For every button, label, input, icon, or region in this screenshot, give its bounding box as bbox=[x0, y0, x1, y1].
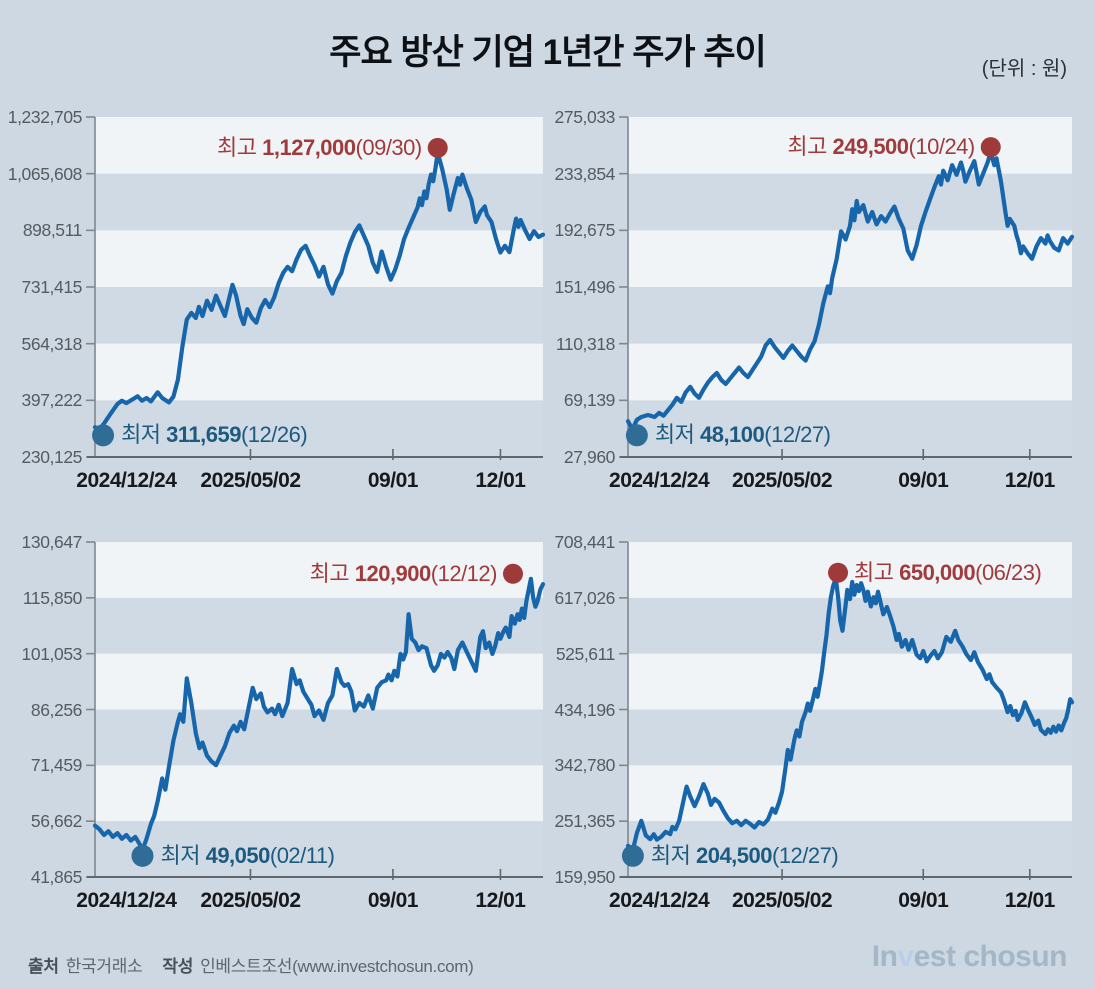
price-line-chart-1 bbox=[86, 116, 546, 460]
price-line-chart-2 bbox=[619, 116, 1075, 460]
x-axis-label: 09/01 bbox=[898, 469, 949, 492]
y-axis-label: 115,850 bbox=[22, 587, 83, 608]
y-axis-label: 69,139 bbox=[563, 390, 616, 411]
page-title: 주요 방산 기업 1년간 주가 추이 bbox=[329, 33, 767, 72]
x-axis-label: 2024/12/24 bbox=[609, 889, 710, 912]
y-axis-label: 708,441 bbox=[554, 532, 616, 552]
y-axis-label: 130,647 bbox=[21, 532, 83, 552]
min-price-annotation: 최저 204,500(12/27) bbox=[650, 842, 839, 868]
y-axis-label: 564,318 bbox=[21, 333, 83, 354]
logo-text: In bbox=[871, 940, 898, 973]
y-axis-label: 251,365 bbox=[554, 811, 616, 832]
y-axis-label: 151,496 bbox=[554, 277, 616, 297]
y-axis-label: 101,053 bbox=[21, 643, 83, 664]
source-value: 한국거래소 bbox=[65, 957, 143, 976]
y-axis-label: 898,511 bbox=[22, 220, 83, 241]
x-axis-label: 2025/05/02 bbox=[200, 469, 301, 492]
y-axis-label: 1,065,608 bbox=[7, 163, 83, 184]
y-axis-label: 41,865 bbox=[30, 867, 83, 887]
y-axis-label: 192,675 bbox=[554, 220, 616, 241]
max-price-dot bbox=[427, 137, 448, 158]
footer-credits: 출처 한국거래소 작성 인베스트조선(www.investchosun.com) bbox=[28, 952, 474, 977]
min-price-annotation: 최저 311,659(12/26) bbox=[121, 422, 308, 448]
y-axis-label: 1,232,705 bbox=[7, 107, 83, 127]
min-price-annotation: 최저 48,100(12/27) bbox=[654, 422, 831, 448]
author-value: 인베스트조선(www.investchosun.com) bbox=[200, 957, 474, 976]
invest-chosun-logo: Invest chosun bbox=[871, 940, 1068, 974]
min-price-dot bbox=[625, 424, 648, 447]
min-price-dot bbox=[621, 844, 644, 867]
y-axis-label: 434,196 bbox=[554, 699, 616, 720]
y-axis-label: 525,611 bbox=[555, 643, 616, 664]
y-axis-label: 397,222 bbox=[21, 390, 83, 411]
price-line-chart-3 bbox=[86, 541, 546, 880]
max-price-annotation: 최고 1,127,000(09/30) bbox=[217, 134, 422, 160]
y-axis-label: 731,415 bbox=[21, 277, 83, 297]
y-axis-label: 86,256 bbox=[30, 699, 83, 720]
max-price-dot bbox=[502, 563, 523, 584]
x-axis-label: 2025/05/02 bbox=[200, 889, 301, 912]
min-price-dot bbox=[131, 844, 154, 867]
price-line-chart-4 bbox=[619, 541, 1075, 880]
y-axis-label: 275,033 bbox=[554, 107, 616, 127]
x-axis-label: 2024/12/24 bbox=[76, 889, 177, 912]
unit-label: (단위 : 원) bbox=[981, 58, 1067, 80]
y-axis-label: 233,854 bbox=[554, 163, 616, 184]
max-price-annotation: 최고 249,500(10/24) bbox=[787, 134, 975, 160]
min-price-dot bbox=[92, 424, 115, 447]
y-axis-label: 110,318 bbox=[555, 333, 616, 354]
x-axis-label: 09/01 bbox=[367, 469, 419, 492]
y-axis-label: 342,780 bbox=[554, 755, 616, 776]
y-axis-label: 71,459 bbox=[30, 755, 83, 776]
x-axis-label: 09/01 bbox=[898, 889, 949, 912]
x-axis-label: 12/01 bbox=[1004, 889, 1056, 912]
source-label: 출처 bbox=[28, 957, 59, 976]
x-axis-label: 12/01 bbox=[475, 889, 526, 912]
x-axis-label: 2025/05/02 bbox=[732, 469, 833, 492]
max-price-dot bbox=[980, 137, 1001, 158]
y-axis-label: 230,125 bbox=[21, 447, 83, 467]
logo-text: est chosun bbox=[913, 940, 1068, 973]
min-price-annotation: 최저 49,050(02/11) bbox=[160, 842, 335, 868]
y-axis-label: 27,960 bbox=[563, 447, 616, 467]
logo-v-glyph: v bbox=[897, 940, 914, 973]
y-axis-label: 56,662 bbox=[30, 811, 83, 832]
x-axis-label: 2024/12/24 bbox=[76, 469, 177, 492]
x-axis-label: 09/01 bbox=[367, 889, 419, 912]
x-axis-label: 2024/12/24 bbox=[609, 469, 710, 492]
y-axis-label: 159,950 bbox=[554, 867, 616, 887]
max-price-annotation: 최고 120,900(12/12) bbox=[309, 560, 498, 586]
y-axis-label: 617,026 bbox=[554, 587, 616, 608]
max-price-annotation: 최고 650,000(06/23) bbox=[854, 559, 1042, 585]
x-axis-label: 12/01 bbox=[1004, 469, 1056, 492]
x-axis-label: 12/01 bbox=[475, 469, 526, 492]
x-axis-label: 2025/05/02 bbox=[732, 889, 833, 912]
max-price-dot bbox=[828, 562, 849, 583]
author-label: 작성 bbox=[162, 957, 194, 976]
